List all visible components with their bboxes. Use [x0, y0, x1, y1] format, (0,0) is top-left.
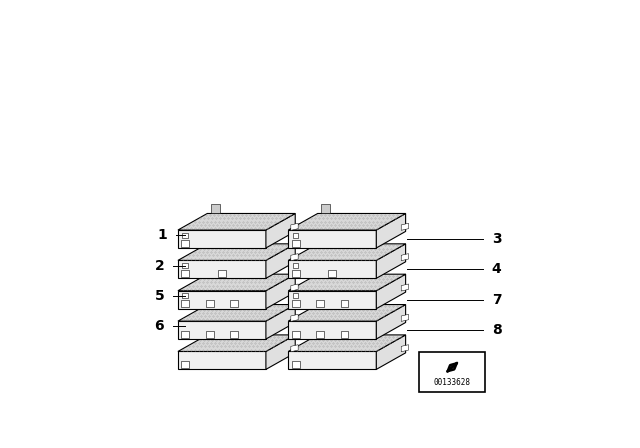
Text: 8: 8 [492, 323, 502, 337]
Polygon shape [178, 260, 266, 278]
Polygon shape [182, 233, 188, 237]
Polygon shape [211, 265, 220, 274]
Polygon shape [321, 265, 330, 274]
Polygon shape [292, 361, 300, 368]
Polygon shape [178, 352, 266, 370]
Polygon shape [289, 291, 376, 309]
Polygon shape [178, 214, 295, 230]
Polygon shape [291, 284, 298, 291]
Polygon shape [178, 305, 295, 321]
Text: 7: 7 [492, 293, 502, 307]
Polygon shape [401, 314, 408, 321]
Text: 00133628: 00133628 [434, 378, 470, 387]
Polygon shape [291, 254, 298, 261]
Polygon shape [266, 244, 295, 278]
Polygon shape [289, 244, 406, 260]
Polygon shape [178, 274, 295, 291]
Polygon shape [291, 314, 298, 321]
Polygon shape [321, 204, 330, 214]
Polygon shape [230, 301, 238, 307]
Polygon shape [211, 235, 220, 244]
Text: 2: 2 [154, 259, 164, 273]
Polygon shape [401, 284, 408, 291]
Polygon shape [211, 204, 220, 214]
Polygon shape [182, 270, 189, 277]
Polygon shape [289, 335, 406, 352]
Polygon shape [178, 291, 266, 309]
Polygon shape [182, 293, 188, 298]
Polygon shape [182, 301, 189, 307]
Polygon shape [376, 274, 406, 309]
Polygon shape [292, 301, 300, 307]
Polygon shape [321, 235, 330, 244]
Polygon shape [316, 331, 324, 338]
Polygon shape [182, 263, 188, 268]
Polygon shape [206, 301, 214, 307]
Polygon shape [289, 274, 406, 291]
Polygon shape [292, 263, 298, 268]
Polygon shape [291, 345, 298, 352]
Polygon shape [376, 305, 406, 339]
Polygon shape [266, 274, 295, 309]
Polygon shape [211, 295, 220, 305]
Polygon shape [289, 260, 376, 278]
Polygon shape [401, 223, 408, 230]
Polygon shape [340, 331, 348, 338]
Polygon shape [206, 331, 214, 338]
Polygon shape [289, 321, 376, 339]
Polygon shape [401, 345, 408, 352]
Text: 6: 6 [154, 319, 164, 333]
Polygon shape [401, 254, 408, 261]
Polygon shape [289, 214, 406, 230]
Polygon shape [289, 230, 376, 248]
Text: 3: 3 [492, 232, 502, 246]
Polygon shape [316, 301, 324, 307]
Polygon shape [178, 244, 295, 260]
Polygon shape [292, 331, 300, 338]
Polygon shape [178, 230, 266, 248]
Polygon shape [321, 295, 330, 305]
Polygon shape [376, 335, 406, 370]
Polygon shape [230, 331, 238, 338]
Polygon shape [292, 270, 300, 277]
Polygon shape [291, 223, 298, 230]
Text: 1: 1 [158, 228, 168, 242]
Bar [419, 352, 485, 392]
Polygon shape [182, 361, 189, 368]
Polygon shape [266, 305, 295, 339]
Polygon shape [178, 321, 266, 339]
Polygon shape [218, 270, 226, 277]
Polygon shape [178, 335, 295, 352]
Polygon shape [340, 301, 348, 307]
Polygon shape [292, 293, 298, 298]
Polygon shape [289, 352, 376, 370]
Polygon shape [182, 240, 189, 246]
Polygon shape [211, 326, 220, 335]
Polygon shape [182, 331, 189, 338]
Polygon shape [321, 326, 330, 335]
Polygon shape [266, 214, 295, 248]
Polygon shape [292, 233, 298, 237]
Polygon shape [292, 240, 300, 246]
Polygon shape [266, 335, 295, 370]
Polygon shape [289, 305, 406, 321]
Polygon shape [328, 270, 336, 277]
Text: 5: 5 [154, 289, 164, 303]
Polygon shape [376, 214, 406, 248]
Polygon shape [376, 244, 406, 278]
Text: 4: 4 [492, 263, 502, 276]
